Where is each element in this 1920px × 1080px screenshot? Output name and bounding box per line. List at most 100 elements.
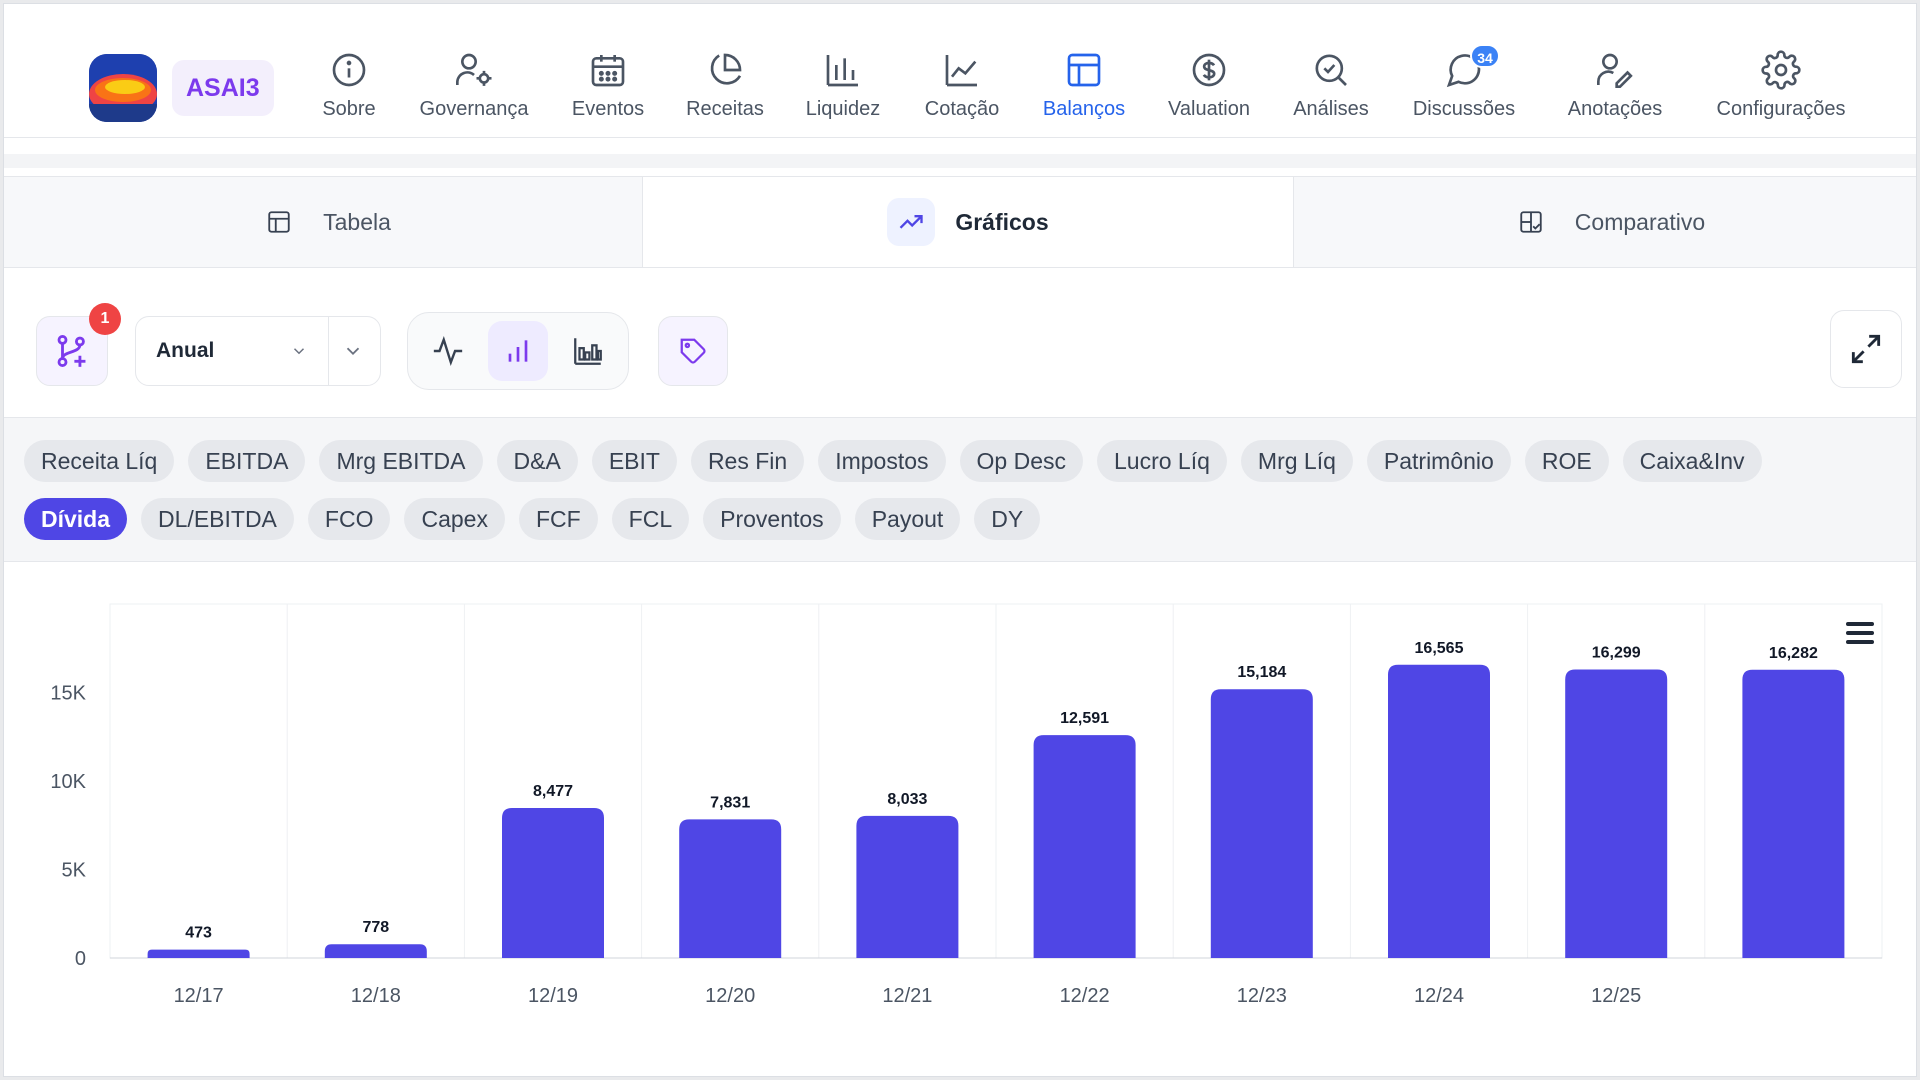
- nav-liquidez[interactable]: Liquidez: [773, 50, 913, 121]
- bar-value-label: 16,299: [1592, 645, 1641, 662]
- bar: [324, 944, 427, 958]
- gear-icon: [1761, 50, 1801, 90]
- grouped-bar-chart-type-button[interactable]: [558, 321, 618, 381]
- nav-discussoes[interactable]: 34 Discussões: [1394, 44, 1534, 121]
- metric-chip[interactable]: FCO: [307, 498, 391, 540]
- metric-chip[interactable]: Lucro Líq: [1097, 440, 1227, 482]
- metric-chip[interactable]: Op Desc: [959, 440, 1083, 482]
- x-tick-label: 12/20: [705, 985, 755, 1007]
- table-icon: [255, 198, 303, 246]
- metric-chip[interactable]: Mrg EBITDA: [319, 440, 483, 482]
- nav-balancos[interactable]: Balanços: [1014, 50, 1154, 121]
- bar-value-label: 7,831: [710, 794, 750, 811]
- nav-label: Sobre: [322, 98, 376, 120]
- chevron-down-icon[interactable]: [342, 340, 364, 362]
- ticker-badge[interactable]: ASAI3: [172, 60, 274, 116]
- nav-cotacao[interactable]: Cotação: [892, 50, 1032, 121]
- git-branch-plus-icon: [57, 335, 86, 367]
- chevron-down-icon: [293, 348, 305, 355]
- tab-comparativo[interactable]: Comparativo: [1294, 177, 1916, 267]
- compare-count-badge: 1: [89, 303, 121, 335]
- line-chart-icon: [945, 55, 977, 87]
- period-select[interactable]: Anual: [135, 316, 381, 386]
- trending-up-icon: [887, 198, 936, 246]
- nav-label: Liquidez: [805, 98, 881, 120]
- metric-chip[interactable]: Dívida: [24, 498, 128, 540]
- user-gear-icon: [456, 53, 492, 86]
- app-window: ASAI3 Sobre Governança Eventos Receitas …: [3, 3, 1917, 1077]
- company-logo[interactable]: [89, 54, 157, 122]
- tab-tabela[interactable]: Tabela: [4, 177, 642, 267]
- x-tick-label: 12/17: [174, 985, 224, 1007]
- chart-menu-icon[interactable]: [1846, 622, 1874, 644]
- metric-chip[interactable]: Proventos: [703, 498, 841, 540]
- metric-chips: Receita Líq EBITDA Mrg EBITDA D&A EBIT Res Fi…: [4, 418, 1916, 562]
- bar: [1388, 664, 1490, 958]
- metric-chip[interactable]: FCL: [611, 498, 690, 540]
- nav-eventos[interactable]: Eventos: [538, 50, 678, 121]
- metric-chip[interactable]: DL/EBITDA: [141, 498, 294, 540]
- bar: [147, 949, 250, 958]
- nav-label: Configurações: [1716, 98, 1846, 120]
- nav-valuation[interactable]: Valuation: [1139, 50, 1279, 121]
- bar-value-label: 16,565: [1415, 640, 1464, 657]
- x-tick-label: 12/22: [1060, 985, 1110, 1007]
- metric-chip[interactable]: Impostos: [818, 440, 946, 482]
- bar: [1210, 689, 1313, 958]
- line-chart-type-button[interactable]: [418, 321, 478, 381]
- metric-chip[interactable]: Res Fin: [690, 440, 805, 482]
- calendar-icon: [591, 55, 625, 87]
- metric-chip[interactable]: Patrimônio: [1366, 440, 1511, 482]
- metric-chip[interactable]: Capex: [404, 498, 505, 540]
- metric-chip[interactable]: FCF: [518, 498, 598, 540]
- search-check-icon: [1315, 54, 1347, 86]
- nav-analises[interactable]: Análises: [1261, 50, 1401, 121]
- x-tick-label: 12/19: [528, 985, 578, 1007]
- chart-toolbar: 1 Anual: [4, 268, 1916, 418]
- bar: [1742, 669, 1845, 958]
- fullscreen-button[interactable]: [1830, 310, 1902, 388]
- compare-companies-button[interactable]: 1: [36, 303, 121, 386]
- nav-label: Eventos: [571, 98, 645, 120]
- metric-chip[interactable]: DY: [974, 498, 1041, 540]
- nav-label: Cotação: [924, 98, 1000, 120]
- dollar-circle-icon: [1192, 53, 1226, 87]
- nav-receitas[interactable]: Receitas: [655, 50, 795, 121]
- metric-chip[interactable]: Receita Líq: [24, 440, 175, 482]
- metric-chip[interactable]: Payout: [854, 498, 961, 540]
- nav-label: Anotações: [1567, 98, 1663, 120]
- nav-label: Análises: [1293, 98, 1369, 120]
- layout-icon: [1067, 53, 1101, 87]
- metric-chip[interactable]: Caixa&Inv: [1622, 440, 1762, 482]
- y-tick-label: 15K: [50, 683, 86, 705]
- nav-label: Valuation: [1168, 98, 1250, 120]
- period-select-value: Anual: [156, 339, 215, 362]
- metric-chip[interactable]: ROE: [1524, 440, 1609, 482]
- nav-sobre[interactable]: Sobre: [279, 50, 419, 121]
- info-icon: [332, 53, 366, 87]
- x-tick-label: 12/23: [1237, 985, 1287, 1007]
- metric-chip[interactable]: EBITDA: [188, 440, 306, 482]
- bar: [1565, 669, 1668, 958]
- bar-chart-icon: [826, 55, 858, 87]
- top-navigation: ASAI3 Sobre Governança Eventos Receitas …: [4, 4, 1916, 138]
- nav-governanca[interactable]: Governança: [404, 50, 544, 121]
- chart-type-toggle: [407, 312, 629, 390]
- bar: [502, 807, 604, 958]
- select-divider: [328, 317, 329, 385]
- metric-chip[interactable]: D&A: [496, 440, 578, 482]
- bar-value-label: 16,282: [1769, 645, 1818, 662]
- nav-anotacoes[interactable]: Anotações: [1545, 50, 1685, 121]
- section-divider: [4, 154, 1916, 168]
- metric-chip[interactable]: EBIT: [591, 440, 677, 482]
- bar-chart-type-button[interactable]: [488, 321, 548, 381]
- metric-chip[interactable]: Mrg Líq: [1240, 440, 1353, 482]
- bar-value-label: 15,184: [1237, 664, 1286, 681]
- tag-button[interactable]: [658, 316, 728, 386]
- bar: [679, 819, 782, 958]
- tab-label: Comparativo: [1574, 208, 1706, 235]
- expand-icon: [1851, 334, 1881, 364]
- y-tick-label: 5K: [62, 860, 87, 882]
- nav-configuracoes[interactable]: Configurações: [1711, 50, 1851, 121]
- tab-graficos[interactable]: Gráficos: [642, 177, 1294, 267]
